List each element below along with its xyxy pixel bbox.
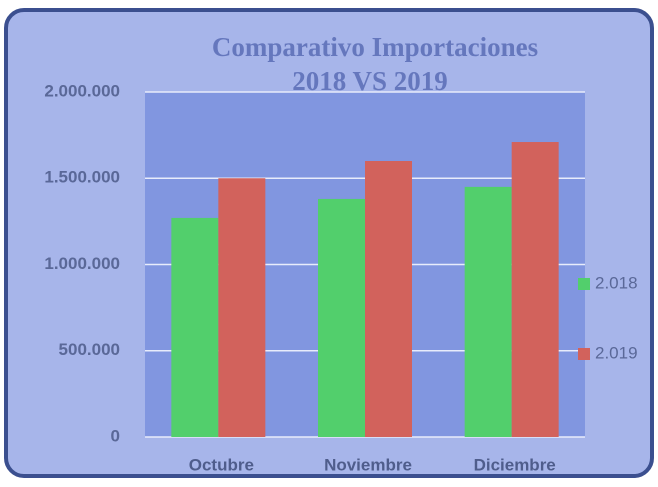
bar (464, 186, 512, 437)
chart-title: 2018 VS 2019 (292, 66, 448, 96)
bar (171, 217, 219, 437)
y-tick-label: 1.000.000 (44, 254, 120, 273)
bar (218, 178, 266, 437)
bar (318, 198, 365, 437)
y-tick-label: 2.000.000 (44, 81, 120, 100)
chart-title: Comparativo Importaciones (212, 32, 538, 62)
legend-label: 2.019 (595, 343, 638, 362)
bar (365, 161, 412, 437)
x-tick-label: Diciembre (474, 455, 556, 474)
y-tick-label: 0 (111, 426, 120, 445)
bar (511, 142, 559, 437)
x-tick-label: Noviembre (324, 455, 412, 474)
legend-swatch (578, 348, 590, 360)
y-tick-label: 1.500.000 (44, 168, 120, 187)
y-tick-label: 500.000 (59, 340, 120, 359)
x-tick-label: Octubre (189, 455, 254, 474)
legend-label: 2.018 (595, 273, 638, 292)
legend-swatch (578, 278, 590, 290)
